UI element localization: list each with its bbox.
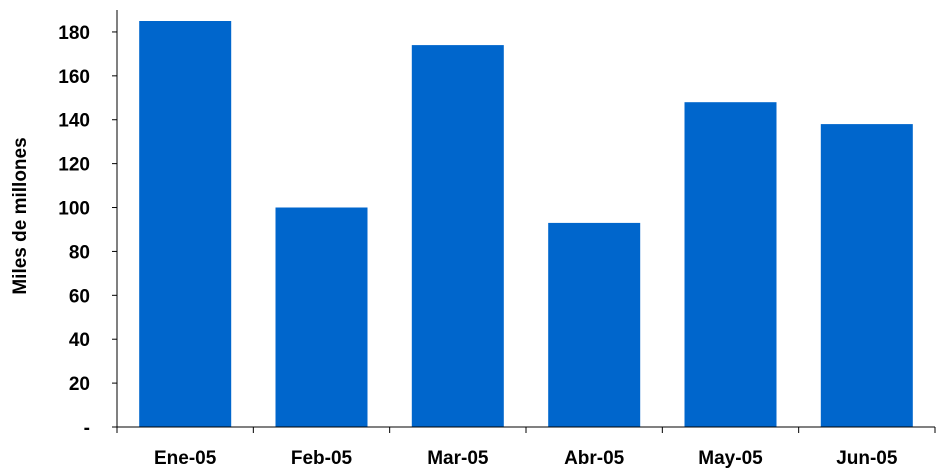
bars-group [139, 21, 913, 427]
x-tick-label: Jun-05 [836, 448, 898, 469]
y-axis-ticks: - 20 40 60 80 100 120 140 160 180 [58, 23, 117, 439]
y-tick-label: 180 [58, 23, 90, 44]
bar-jun-05 [820, 124, 913, 427]
bar-feb-05 [275, 207, 368, 427]
x-tick-label: May-05 [698, 448, 763, 469]
y-tick-label: 60 [69, 286, 90, 307]
y-tick-label: 120 [58, 155, 90, 176]
x-axis-ticks: Ene-05 Feb-05 Mar-05 Abr-05 May-05 Jun-05 [116, 427, 936, 469]
bar-ene-05 [139, 21, 232, 427]
x-tick-label: Ene-05 [154, 448, 217, 469]
x-tick-label: Abr-05 [564, 448, 625, 469]
x-tick-label: Feb-05 [291, 448, 353, 469]
y-tick-label: 100 [58, 199, 90, 220]
bar-abr-05 [548, 222, 641, 427]
x-tick-label: Mar-05 [427, 448, 489, 469]
y-axis-title: Miles de millones [10, 137, 31, 294]
y-tick-label: 20 [69, 374, 90, 395]
y-tick-label: 40 [69, 330, 90, 351]
bar-may-05 [684, 102, 777, 427]
y-tick-label: - [84, 418, 90, 439]
y-tick-label: 140 [58, 111, 90, 132]
y-tick-label: 160 [58, 67, 90, 88]
bar-mar-05 [411, 45, 504, 427]
y-tick-label: 80 [69, 242, 90, 263]
